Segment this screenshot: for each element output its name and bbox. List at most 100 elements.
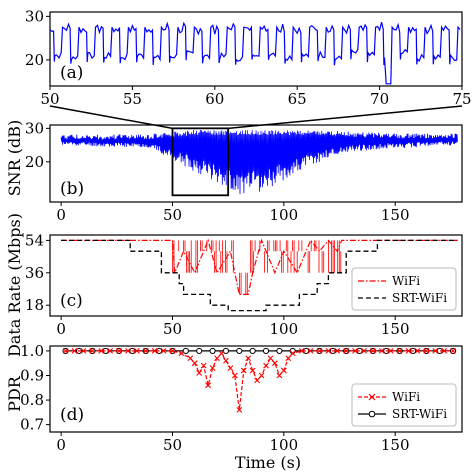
wifi-pdr-point [178,350,185,357]
wifi-pdr-point [142,348,149,354]
wifi-pdr-point [343,348,350,354]
wifi-pdr-point [307,348,314,354]
x-tick-label: 65 [288,90,307,108]
wifi-pdr-point [378,348,385,354]
legend-box [351,383,457,427]
panel-a: 50 55 60 65 70 75 20 30 (a) [25,7,472,108]
wifi-pdr-point [289,350,296,357]
wifi-rate-series [61,238,458,295]
wifi-pdr-point [236,406,243,413]
plot-frame [49,345,463,433]
wifi-pdr-point [450,348,456,354]
x-tick-label: 100 [270,320,299,338]
x-tick-label: 70 [370,90,389,108]
x-tick-label: 50 [40,90,59,108]
wifi-pdr-point [263,362,269,369]
x-tick-label: 60 [205,90,224,108]
srt-wifi-pdr-point [236,347,243,355]
x-tick-label: 0 [56,436,66,454]
x-tick-label: 50 [163,320,182,338]
wifi-pdr-point [62,348,69,354]
zoom-box [171,127,230,197]
legend-entry: WiFi [392,390,420,404]
wifi-pdr-point [298,348,305,354]
panel-c: 0 50 100 150 18 36 54 WiFi SRT-WiFi (c) [25,231,463,338]
x-tick-label: 55 [123,90,142,108]
wifi-pdr-point [276,372,283,379]
data-rate-ylabel: Data Rate (Mbps) [5,213,24,357]
snr-zoom-series [49,21,461,85]
wifi-pdr-point [441,348,448,354]
wifi-pdr-point [160,348,167,354]
pdr-ylabel: PDR [5,375,24,412]
wifi-pdr-point [196,370,203,376]
wifi-pdr-point [316,348,323,354]
x-tick-label: 0 [56,206,66,224]
wifi-rate-burst [172,240,342,295]
y-tick-label: 30 [25,7,44,25]
wifi-pdr-point [432,348,439,354]
wifi-pdr-point [133,348,140,354]
panel-label: (d) [60,405,84,425]
wifi-pdr-point [405,348,412,354]
wifi-pdr-point [223,357,229,364]
wifi-pdr-point [387,348,394,354]
snr-series [60,130,458,195]
y-tick-label: 18 [25,296,44,314]
panel-label: (b) [60,179,84,199]
wifi-pdr-point [370,348,376,354]
legend-entry: WiFi [392,274,420,288]
x-tick-label: 150 [381,320,410,338]
wifi-pdr-point [267,355,274,362]
wifi-pdr-point [334,348,341,354]
wifi-pdr-point [218,350,225,357]
wifi-pdr-point [169,348,176,354]
time-xlabel: Time (s) [235,453,301,472]
snr-ylabel: SNR (dB) [5,120,24,197]
wifi-pdr-point [249,367,256,374]
y-tick-label: 20 [25,51,44,69]
legend-entry: SRT-WiFi [392,407,447,421]
plot-frame [49,11,463,87]
wifi-pdr-point [205,382,212,389]
wifi-pdr-point [361,348,367,354]
wifi-pdr-point [280,367,287,374]
wifi-pdr-point [423,348,430,354]
srt-wifi-pdr-point [222,347,230,355]
srt-wifi-pdr-point [262,347,270,355]
zoom-connector-left [49,105,173,130]
wifi-pdr-point [325,348,332,354]
panel-label: (a) [60,63,83,83]
srt-wifi-pdr-point [249,347,256,355]
wifi-pdr-point [98,348,105,354]
wifi-pdr-point [254,377,261,384]
panel-label: (c) [60,291,83,311]
y-tick-label: 54 [25,231,44,249]
y-tick-label: 20 [25,153,44,171]
legend-entry: SRT-WiFi [392,291,447,305]
wifi-pdr-point [151,348,158,354]
wifi-pdr-point [89,348,96,354]
legend-marker [368,393,376,401]
wifi-pdr-point [231,372,238,379]
srt-wifi-pdr-point [276,347,283,355]
srt-wifi-pdr-point [196,347,203,355]
wifi-pdr-point [245,355,252,362]
wifi-pdr-point [80,348,87,354]
wifi-pdr-point [214,355,220,362]
wifi-pdr-point [227,365,234,372]
wifi-pdr-point [258,372,265,379]
wifi-pdr-point [200,362,207,369]
wifi-pdr-point [209,365,216,372]
wifi-pdr-point [352,348,358,354]
plot-frame [49,234,463,317]
zoom-connector-right [228,105,463,130]
wifi-pdr-point [414,348,421,354]
x-tick-label: 75 [452,90,471,108]
panel-d: 0 50 100 150 0.7 0.8 0.9 1.0 WiFi SRT-WiFi (d) [20,342,463,454]
x-tick-label: 100 [270,206,299,224]
wifi-pdr-series [65,350,454,410]
wifi-pdr-point [396,348,403,354]
y-tick-label: 36 [25,264,44,282]
